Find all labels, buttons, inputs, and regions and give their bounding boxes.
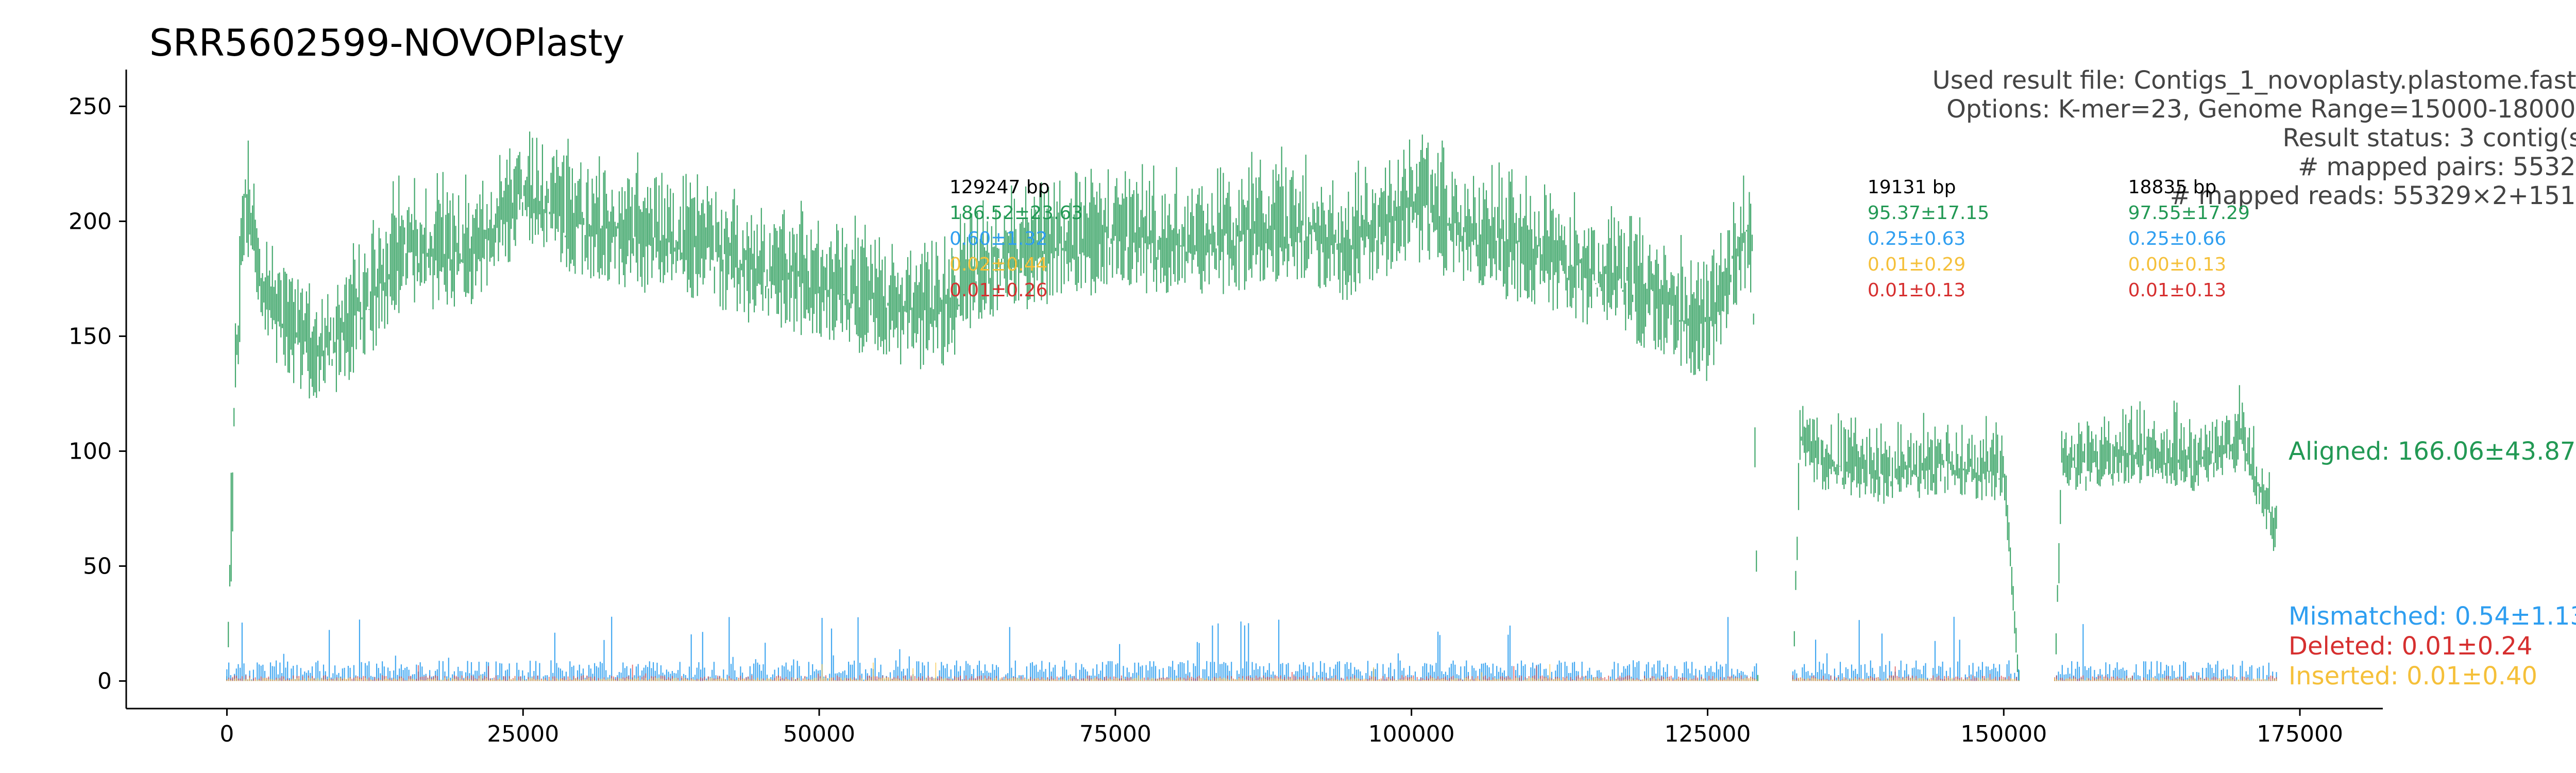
- contig-2-inserted: 0.01±0.29: [1868, 254, 1965, 275]
- info-mapped-pairs: # mapped pairs: 55329: [2298, 153, 2576, 181]
- contig-2-aligned: 95.37±17.15: [1868, 203, 1989, 224]
- aligned-series: [226, 131, 2277, 681]
- chart-title: SRR5602599-NOVOPlasty: [149, 21, 624, 64]
- contig-1-deleted: 0.01±0.26: [950, 280, 1047, 301]
- axes: 0 25000 50000 75000 100000 125000 150000 175000…: [69, 70, 2383, 747]
- y-tick-label: 150: [69, 323, 112, 349]
- x-tick-label: 0: [219, 721, 234, 747]
- info-result-file: Used result file: Contigs_1_novoplasty.p…: [1933, 66, 2576, 95]
- aligned-contig-3: [2054, 385, 2277, 681]
- x-tick-label: 25000: [487, 721, 559, 747]
- info-mapped-reads: # mapped reads: 55329×2+1513: [2170, 181, 2576, 210]
- y-tick-label: 50: [83, 553, 112, 579]
- x-tick-label: 175000: [2257, 721, 2343, 747]
- inserted-series: [226, 662, 2277, 681]
- contig-3-inserted: 0.00±0.13: [2128, 254, 2226, 275]
- contig-2-length-label: 19131 bp: [1868, 177, 1956, 198]
- legend: Aligned: 166.06±43.87 Mismatched: 0.54±1…: [2289, 437, 2576, 691]
- x-tick-label: 50000: [783, 721, 855, 747]
- contig-1-length-label: 129247 bp: [950, 177, 1050, 198]
- legend-aligned: Aligned: 166.06±43.87: [2289, 437, 2575, 466]
- contig-3-deleted: 0.01±0.13: [2128, 280, 2226, 301]
- info-status: Result status: 3 contig(s): [2282, 124, 2576, 153]
- x-tick-label: 100000: [1368, 721, 1455, 747]
- info-options: Options: K-mer=23, Genome Range=15000-18…: [1946, 95, 2576, 124]
- contig-annotations: 129247 bp 186.52±23.63 0.60±1.32 0.02±0.44 0…: [950, 177, 2250, 301]
- contig-1-inserted: 0.02±0.44: [950, 254, 1047, 275]
- aligned-contig-2: [1792, 406, 2020, 681]
- legend-mismatched: Mismatched: 0.54±1.13: [2289, 602, 2576, 631]
- error-series: [226, 616, 2277, 681]
- x-ticks: 0 25000 50000 75000 100000 125000 150000 175000: [219, 709, 2343, 747]
- result-info: Used result file: Contigs_1_novoplasty.p…: [1933, 66, 2576, 210]
- contig-2-deleted: 0.01±0.13: [1868, 280, 1965, 301]
- contig-1-aligned: 186.52±23.63: [950, 203, 1083, 224]
- legend-deleted: Deleted: 0.01±0.24: [2289, 632, 2533, 661]
- legend-inserted: Inserted: 0.01±0.40: [2289, 662, 2537, 691]
- y-tick-label: 200: [69, 208, 112, 234]
- plot-area: [226, 131, 2277, 681]
- x-tick-label: 125000: [1664, 721, 1751, 747]
- y-tick-label: 250: [69, 93, 112, 120]
- x-tick-label: 75000: [1079, 721, 1151, 747]
- mismatched-series: [226, 616, 2277, 681]
- x-tick-label: 150000: [1960, 721, 2047, 747]
- contig-2-mismatched: 0.25±0.63: [1868, 228, 1965, 249]
- contig-1-mismatched: 0.60±1.32: [950, 228, 1047, 249]
- y-tick-label: 0: [97, 668, 112, 694]
- contig-3-aligned: 97.55±17.29: [2128, 203, 2250, 224]
- y-ticks: 0 50 100 150 200 250: [69, 93, 126, 694]
- contig-3-mismatched: 0.25±0.66: [2128, 228, 2226, 249]
- y-tick-label: 100: [69, 438, 112, 464]
- contig-3-length-label: 18835 bp: [2128, 177, 2217, 198]
